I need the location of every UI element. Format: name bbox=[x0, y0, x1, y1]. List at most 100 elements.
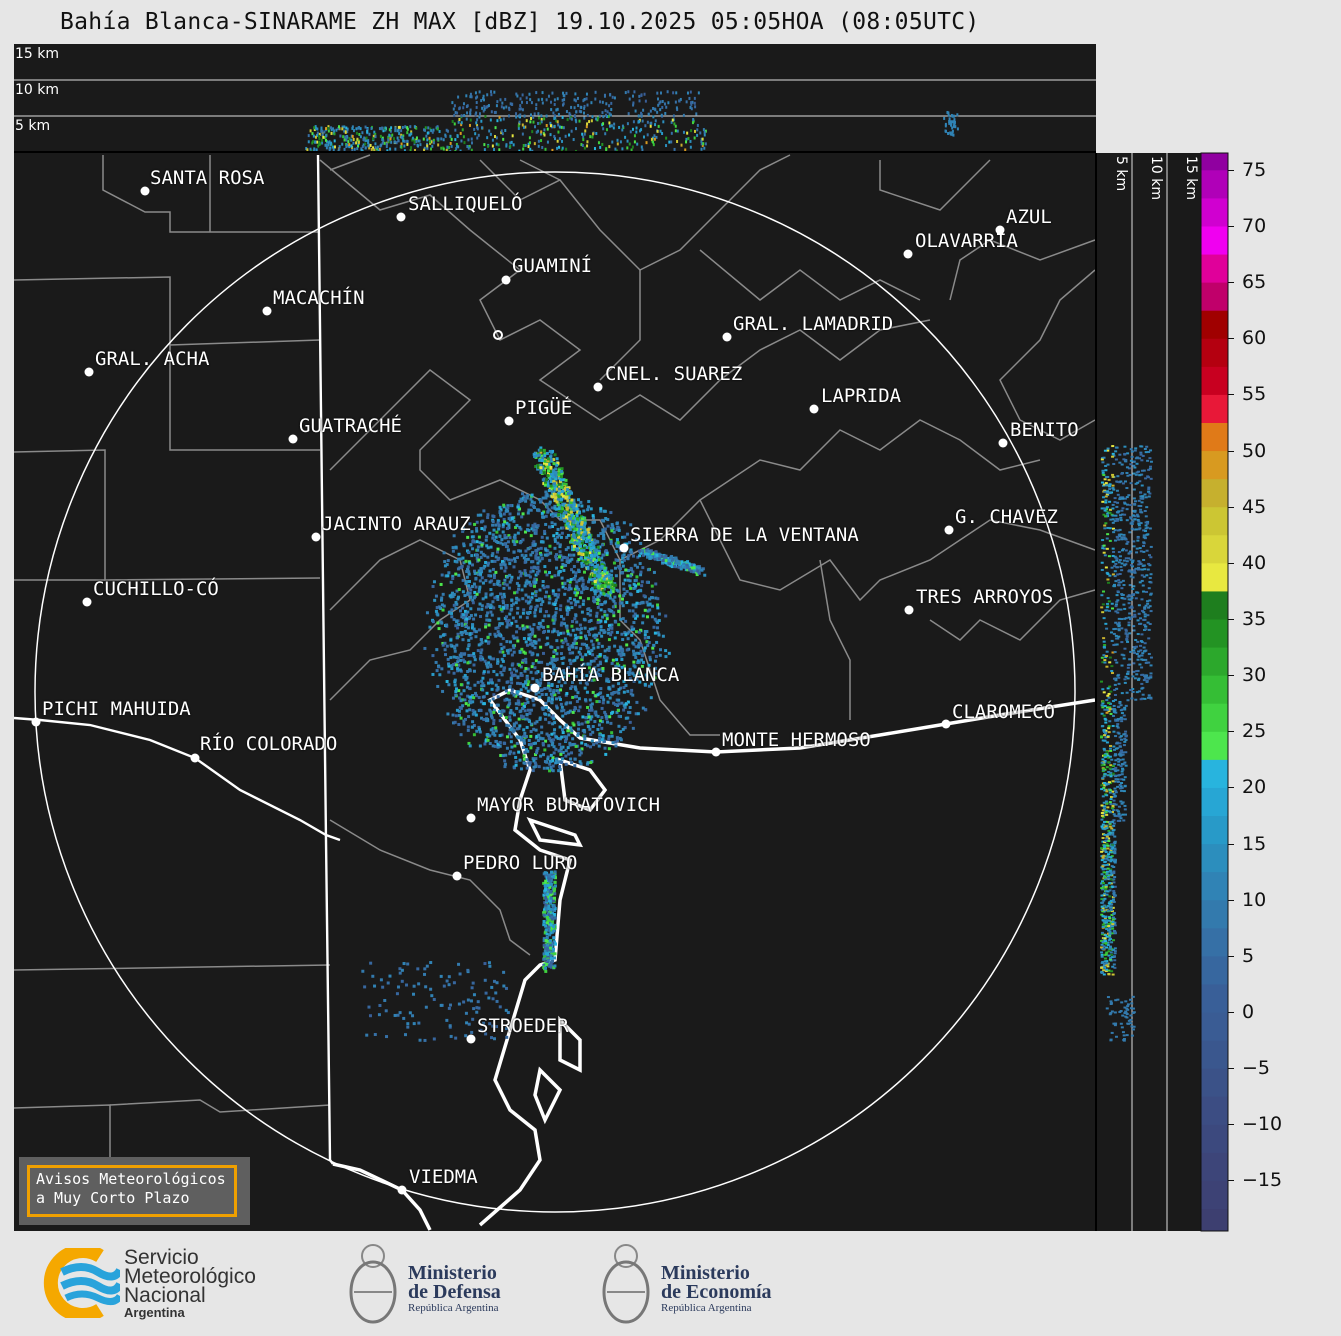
echo-pixel bbox=[665, 136, 668, 140]
echo-pixel bbox=[470, 631, 474, 635]
echo-pixel bbox=[528, 634, 532, 638]
echo-pixel bbox=[557, 507, 561, 511]
echo-pixel bbox=[602, 533, 606, 537]
echo-pixel bbox=[501, 542, 505, 546]
echo-pixel bbox=[643, 633, 647, 637]
echo-pixel bbox=[622, 703, 626, 707]
echo-pixel bbox=[546, 510, 550, 514]
echo-pixel bbox=[610, 588, 614, 592]
echo-pixel bbox=[565, 556, 569, 560]
echo-pixel bbox=[553, 884, 557, 888]
echo-pixel bbox=[590, 550, 594, 554]
echo-pixel bbox=[387, 138, 390, 142]
echo-pixel bbox=[489, 545, 493, 549]
echo-pixel bbox=[602, 122, 605, 126]
echo-pixel bbox=[486, 546, 490, 550]
echo-pixel bbox=[488, 531, 492, 535]
echo-pixel bbox=[503, 616, 507, 620]
echo-pixel bbox=[544, 522, 548, 526]
echo-pixel bbox=[525, 496, 529, 500]
echo-pixel bbox=[541, 496, 545, 500]
echo-pixel bbox=[442, 138, 445, 142]
echo-pixel bbox=[554, 556, 558, 560]
echo-pixel bbox=[513, 533, 517, 537]
echo-pixel bbox=[567, 752, 571, 756]
echo-pixel bbox=[439, 974, 443, 978]
echo-pixel bbox=[361, 145, 364, 149]
echo-pixel bbox=[540, 459, 544, 463]
echo-pixel bbox=[672, 91, 675, 95]
echo-pixel bbox=[362, 143, 365, 147]
echo-pixel bbox=[449, 141, 452, 145]
echo-pixel bbox=[501, 601, 505, 605]
echo-pixel bbox=[415, 136, 418, 140]
echo-pixel bbox=[554, 607, 558, 611]
echo-pixel bbox=[466, 661, 470, 665]
echo-pixel bbox=[566, 606, 570, 610]
echo-pixel bbox=[548, 920, 552, 924]
echo-pixel bbox=[462, 542, 466, 546]
echo-pixel bbox=[479, 555, 483, 559]
echo-pixel bbox=[524, 735, 528, 739]
echo-pixel bbox=[488, 734, 492, 738]
echo-pixel bbox=[574, 571, 578, 575]
echo-pixel bbox=[495, 1025, 499, 1029]
echo-pixel bbox=[571, 628, 575, 632]
echo-pixel bbox=[477, 643, 481, 647]
echo-pixel bbox=[330, 143, 333, 147]
echo-pixel bbox=[549, 890, 553, 894]
echo-pixel bbox=[631, 554, 635, 558]
echo-pixel bbox=[515, 590, 519, 594]
echo-pixel bbox=[649, 550, 653, 554]
echo-pixel bbox=[554, 611, 558, 615]
echo-pixel bbox=[568, 559, 572, 563]
echo-pixel bbox=[544, 643, 548, 647]
echo-pixel bbox=[480, 570, 484, 574]
echo-pixel bbox=[649, 109, 652, 113]
echo-pixel bbox=[385, 142, 388, 146]
echo-pixel bbox=[585, 537, 589, 541]
echo-pixel bbox=[483, 525, 487, 529]
echo-pixel bbox=[667, 651, 671, 655]
echo-pixel bbox=[551, 873, 555, 877]
echo-pixel bbox=[451, 577, 455, 581]
echo-pixel bbox=[489, 90, 492, 94]
echo-pixel bbox=[423, 646, 427, 650]
echo-pixel bbox=[1117, 628, 1121, 631]
echo-pixel bbox=[466, 681, 470, 685]
echo-pixel bbox=[654, 596, 658, 600]
echo-pixel bbox=[401, 135, 404, 139]
echo-pixel bbox=[614, 558, 618, 562]
echo-pixel bbox=[557, 130, 560, 134]
echo-pixel bbox=[553, 617, 557, 621]
echo-pixel bbox=[691, 121, 694, 125]
echo-pixel bbox=[436, 621, 440, 625]
echo-pixel bbox=[639, 129, 642, 133]
echo-pixel bbox=[573, 639, 577, 643]
echo-pixel bbox=[544, 924, 548, 928]
echo-pixel bbox=[533, 584, 537, 588]
echo-pixel bbox=[590, 708, 594, 712]
echo-pixel bbox=[481, 126, 484, 130]
echo-pixel bbox=[539, 754, 543, 758]
echo-pixel bbox=[547, 489, 551, 493]
echo-pixel bbox=[542, 482, 546, 486]
echo-pixel bbox=[587, 715, 591, 719]
echo-pixel bbox=[604, 132, 607, 136]
echo-pixel bbox=[689, 90, 692, 94]
echo-pixel bbox=[609, 633, 613, 637]
echo-pixel bbox=[551, 667, 555, 671]
echo-pixel bbox=[554, 598, 558, 602]
echo-pixel bbox=[626, 671, 630, 675]
echo-pixel bbox=[429, 141, 432, 145]
echo-pixel bbox=[448, 1024, 452, 1028]
echo-pixel bbox=[597, 549, 601, 553]
echo-pixel bbox=[519, 694, 523, 698]
echo-pixel bbox=[593, 600, 597, 604]
echo-pixel bbox=[576, 521, 580, 525]
echo-pixel bbox=[631, 641, 635, 645]
echo-pixel bbox=[572, 516, 576, 520]
echo-pixel bbox=[461, 704, 465, 708]
echo-pixel bbox=[562, 478, 566, 482]
echo-pixel bbox=[511, 634, 515, 638]
